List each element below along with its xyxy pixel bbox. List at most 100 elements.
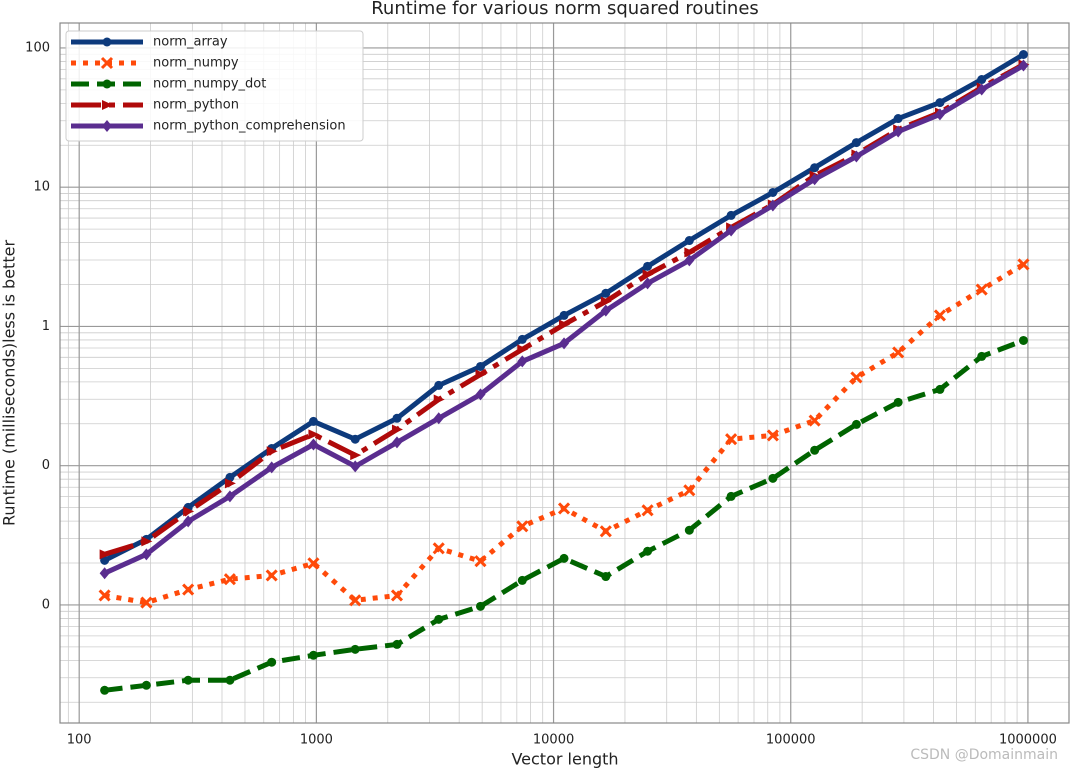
marker [141, 680, 151, 690]
marker [433, 412, 444, 425]
marker [516, 520, 529, 533]
marker [1017, 258, 1030, 271]
marker [102, 120, 112, 132]
marker [851, 138, 861, 148]
marker [684, 247, 696, 258]
marker [102, 79, 112, 89]
marker [141, 548, 152, 561]
marker [851, 150, 862, 163]
marker [559, 337, 570, 350]
marker [349, 594, 362, 607]
legend-label: norm_numpy_dot [153, 77, 266, 92]
marker [600, 296, 612, 307]
marker [391, 424, 403, 435]
marker [601, 288, 611, 298]
marker [933, 309, 946, 322]
marker [433, 394, 445, 405]
marker [265, 569, 278, 582]
marker [267, 657, 277, 667]
marker [768, 187, 778, 197]
marker [224, 478, 236, 489]
marker [684, 254, 695, 267]
marker [726, 224, 737, 237]
marker [893, 125, 904, 138]
marker [182, 583, 195, 596]
marker [557, 502, 571, 515]
legend-label: norm_array [153, 35, 228, 50]
marker [642, 269, 654, 280]
marker [641, 504, 654, 517]
y-tick-label: 100 [25, 40, 50, 55]
marker [767, 199, 778, 212]
y-tick-label: 10 [33, 180, 50, 195]
marker [225, 675, 235, 685]
marker [893, 397, 903, 407]
marker [935, 98, 945, 108]
marker [475, 361, 485, 371]
marker [141, 536, 153, 547]
marker [726, 491, 736, 501]
marker [643, 261, 653, 271]
marker [100, 555, 110, 565]
series-line [104, 338, 1025, 693]
marker [390, 589, 404, 602]
marker [977, 351, 987, 361]
marker [684, 236, 694, 246]
marker [601, 572, 611, 582]
marker [725, 433, 738, 446]
legend-label: norm_python_comprehension [153, 119, 346, 134]
marker [810, 163, 820, 173]
marker [977, 75, 987, 85]
marker [432, 542, 445, 555]
marker [183, 675, 193, 685]
series [100, 335, 1028, 695]
marker [517, 344, 529, 355]
marker [768, 473, 778, 483]
marker [102, 37, 112, 47]
marker [517, 575, 527, 585]
marker [1018, 335, 1028, 345]
marker [475, 601, 485, 611]
marker [850, 371, 863, 384]
marker [350, 460, 361, 473]
marker [475, 369, 487, 380]
x-tick-label: 1000000 [999, 733, 1057, 748]
y-tick-label: 0 [42, 458, 50, 473]
series-layer [98, 49, 1030, 695]
marker [350, 450, 362, 461]
marker [892, 346, 905, 359]
series [99, 59, 1029, 580]
marker [766, 429, 779, 442]
x-tick-label: 100 [67, 733, 92, 748]
marker [223, 573, 236, 586]
legend: norm_array norm_numpy norm_numpy_dot norm_p… [65, 30, 364, 142]
marker [559, 553, 569, 563]
y-tick-label: 1 [42, 319, 50, 334]
marker [893, 114, 903, 124]
marker [308, 438, 319, 451]
marker [643, 546, 653, 556]
marker [475, 388, 486, 401]
marker [684, 525, 694, 535]
marker [642, 277, 653, 290]
marker [934, 108, 945, 121]
marker [683, 484, 696, 497]
marker [559, 319, 571, 330]
marker [851, 419, 861, 429]
marker [810, 445, 820, 455]
marker [976, 83, 987, 96]
marker [350, 434, 360, 444]
marker [100, 685, 110, 695]
marker [434, 614, 444, 624]
y-axis-label: Runtime (milliseconds)less is better [0, 240, 19, 526]
marker [98, 589, 111, 602]
marker [726, 210, 736, 220]
marker [517, 334, 527, 344]
marker [392, 639, 402, 649]
marker [308, 429, 320, 440]
marker [975, 283, 988, 296]
series [98, 258, 1030, 609]
marker [99, 567, 110, 580]
marker [224, 490, 235, 503]
